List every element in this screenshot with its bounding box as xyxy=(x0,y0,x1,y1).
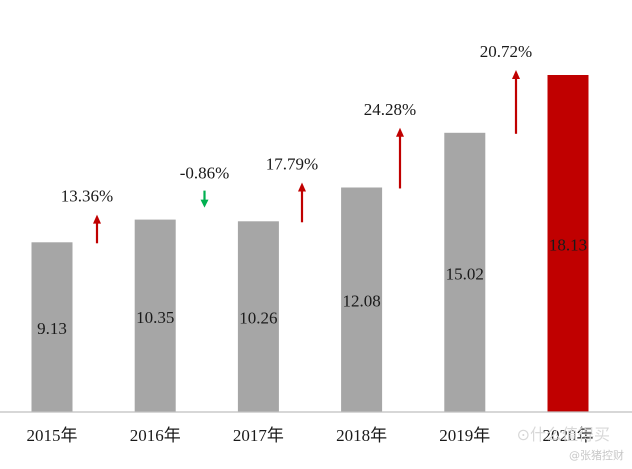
bar-2020年 xyxy=(547,75,589,412)
value-labels-group: 9.13 10.35 10.26 12.08 15.02 18.13 xyxy=(37,236,587,339)
watermark-handle: @张猪控财 xyxy=(569,449,624,462)
growth-label: 13.36% xyxy=(61,187,113,206)
category-label: 2018年 xyxy=(336,426,387,445)
growth-arrows-group xyxy=(93,70,520,244)
value-label: 18.13 xyxy=(549,236,587,255)
value-label: 10.35 xyxy=(136,308,174,327)
bar-2016年 xyxy=(134,219,176,412)
growth-labels-group: 13.36% -0.86% 17.79% 24.28% 20.72% xyxy=(61,42,532,206)
value-label: 10.26 xyxy=(239,309,277,328)
bars-group xyxy=(31,75,589,413)
value-label: 15.02 xyxy=(446,264,484,283)
growth-up-arrow xyxy=(512,70,520,134)
growth-label: 20.72% xyxy=(480,42,532,61)
category-label: 2015年 xyxy=(27,426,78,445)
bar-2018年 xyxy=(341,187,383,412)
growth-up-arrow xyxy=(93,214,101,244)
value-label: 12.08 xyxy=(342,292,380,311)
category-label: 2017年 xyxy=(233,426,284,445)
growth-up-arrow xyxy=(396,127,404,189)
growth-label: 17.79% xyxy=(266,154,318,173)
growth-label: 24.28% xyxy=(364,100,416,119)
growth-up-arrow xyxy=(298,182,306,223)
category-label: 2016年 xyxy=(130,426,181,445)
bar-2017年 xyxy=(237,221,279,412)
bar-2015年 xyxy=(31,242,73,412)
watermark-logo: ⊙什么值得买 xyxy=(516,425,610,444)
category-label: 2019年 xyxy=(439,426,490,445)
category-label: 2020年 xyxy=(543,426,594,445)
growth-label: -0.86% xyxy=(180,164,230,183)
value-label: 9.13 xyxy=(37,319,67,338)
growth-down-arrow xyxy=(200,190,209,208)
bar-2019年 xyxy=(444,132,486,413)
category-labels-group: 2015年 2016年 2017年 2018年 2019年 2020年 xyxy=(27,426,594,445)
